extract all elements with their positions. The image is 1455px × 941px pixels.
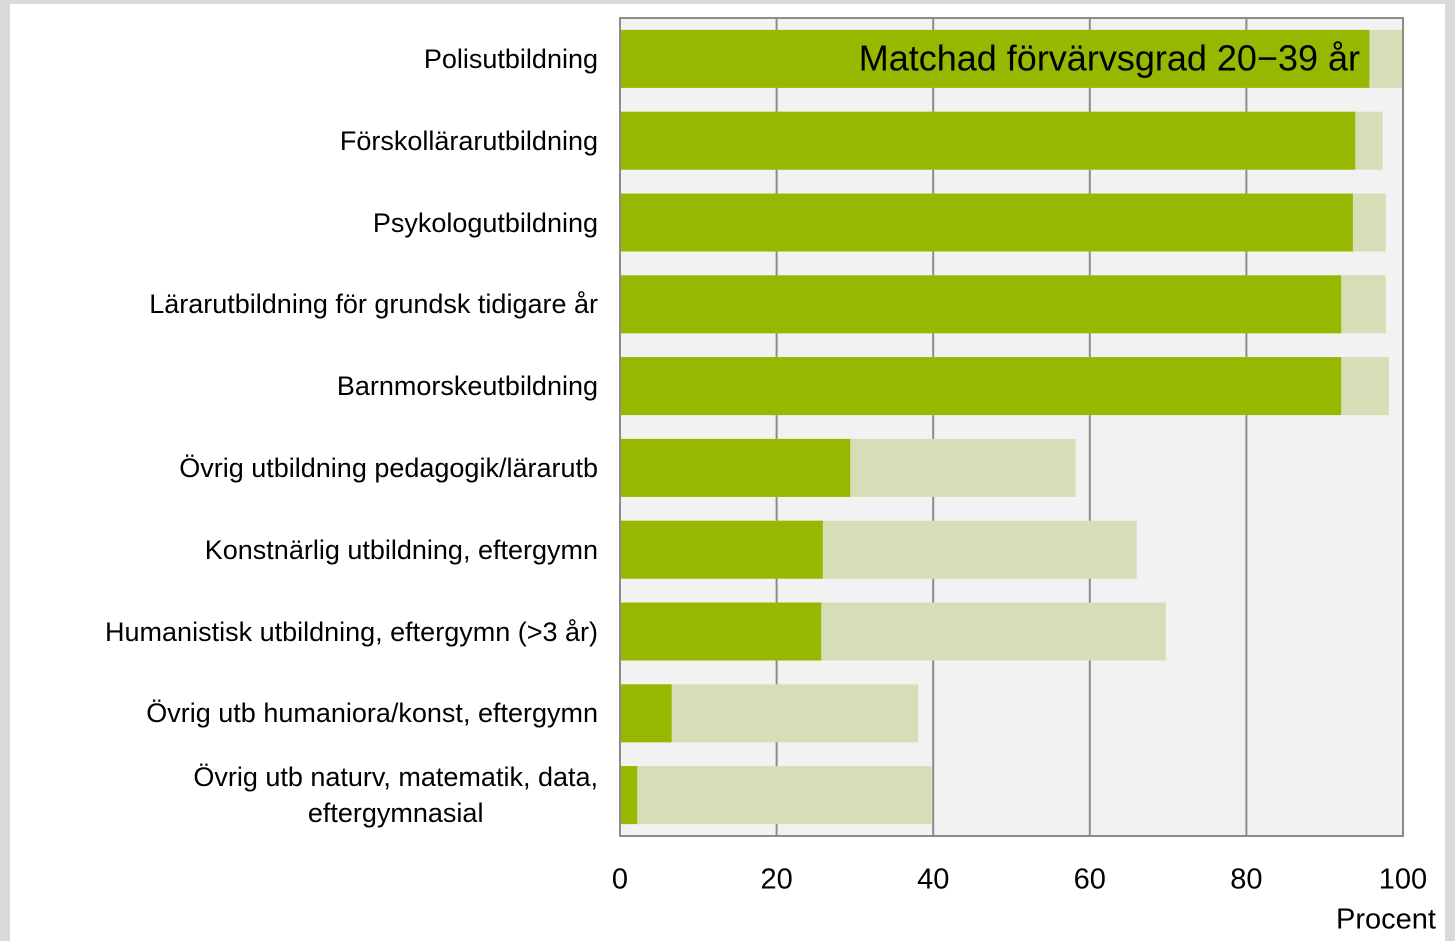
y-tick-label-box: Lärarutbildning för grundsk tidigare år: [149, 286, 598, 322]
y-tick-label-box: Psykologutbildning: [373, 205, 598, 241]
y-tick-label: Polisutbildning: [423, 43, 598, 74]
y-tick-label-box: Övrig utb naturv, matematik, data, efter…: [193, 759, 598, 831]
y-tick-label-box: Polisutbildning: [424, 41, 598, 77]
y-tick-label: Lärarutbildning för grundsk tidigare år: [149, 289, 598, 320]
bar: [620, 520, 823, 579]
y-tick-label-box: Humanistisk utbildning, eftergymn (>3 år…: [105, 614, 598, 650]
y-tick-label-box: Övrig utb humaniora/konst, eftergymn: [146, 695, 598, 731]
y-tick-label-box: Övrig utbildning pedagogik/lärarutb: [179, 450, 598, 486]
bar: [620, 29, 1370, 88]
y-tick-label: Övrig utb naturv, matematik, data, efter…: [193, 762, 598, 829]
bar: [620, 766, 638, 825]
y-tick-label: Förskollärarutbildning: [339, 125, 598, 156]
legend-label: Matchad förvärvsgrad 20−39 år: [859, 37, 1360, 78]
bar: [620, 602, 822, 661]
y-tick-label-box: Barnmorskeutbildning: [337, 368, 598, 404]
bar: [620, 111, 1356, 170]
y-tick-label: Övrig utb humaniora/konst, eftergymn: [146, 698, 598, 729]
y-tick-label-box: Konstnärlig utbildning, eftergymn: [205, 532, 598, 568]
plot-border: [619, 17, 1404, 837]
bar: [620, 357, 1342, 416]
bar: [620, 275, 1342, 334]
y-tick-label: Konstnärlig utbildning, eftergymn: [204, 534, 598, 565]
y-tick-label: Barnmorskeutbildning: [336, 371, 598, 402]
x-axis-label: Procent: [1336, 904, 1436, 936]
x-tick-label: 0: [612, 864, 628, 896]
bar: [620, 438, 851, 497]
y-tick-label-box: Förskollärarutbildning: [340, 123, 598, 159]
x-tick-label: 20: [760, 864, 792, 896]
y-tick-label: Humanistisk utbildning, eftergymn (>3 år…: [105, 616, 598, 647]
x-tick-label: 100: [1379, 864, 1427, 896]
y-tick-label: Psykologutbildning: [372, 207, 598, 238]
x-tick-label: 40: [917, 864, 949, 896]
x-tick-label: 60: [1074, 864, 1106, 896]
y-tick-label: Övrig utbildning pedagogik/lärarutb: [179, 452, 598, 483]
x-tick-label: 80: [1230, 864, 1262, 896]
bar: [620, 193, 1353, 252]
bar: [620, 766, 932, 825]
bar: [620, 684, 672, 743]
